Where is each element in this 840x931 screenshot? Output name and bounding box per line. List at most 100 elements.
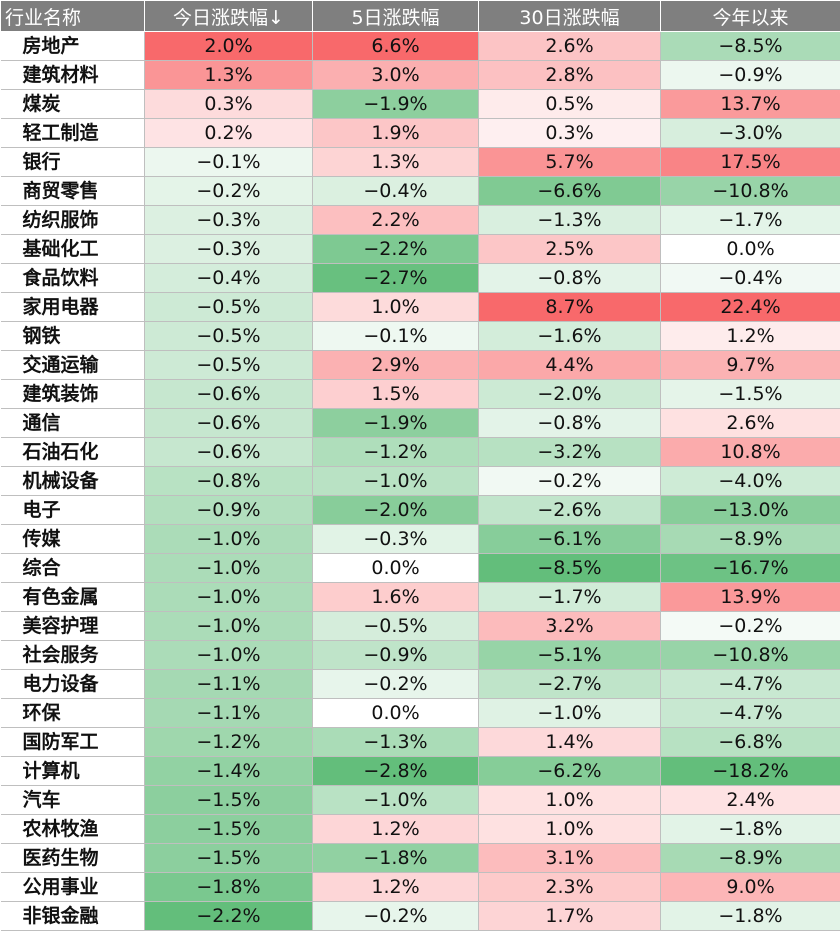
table-row: 美容护理−1.0%−0.5%3.2%−0.2% <box>1 612 840 641</box>
industry-name-cell: 非银金融 <box>1 902 145 931</box>
ytd-change-cell: −6.8% <box>661 728 840 757</box>
5day-change-cell: 1.2% <box>313 873 479 902</box>
5day-change-cell: −0.9% <box>313 641 479 670</box>
industry-name-cell: 建筑装饰 <box>1 380 145 409</box>
today-change-cell: −1.0% <box>145 554 313 583</box>
today-change-cell: −1.2% <box>145 728 313 757</box>
ytd-change-cell: 9.0% <box>661 873 840 902</box>
table-row: 社会服务−1.0%−0.9%−5.1%−10.8% <box>1 641 840 670</box>
5day-change-cell: 3.0% <box>313 61 479 90</box>
5day-change-cell: 0.0% <box>313 554 479 583</box>
table-row: 电力设备−1.1%−0.2%−2.7%−4.7% <box>1 670 840 699</box>
industry-name-cell: 汽车 <box>1 786 145 815</box>
5day-change-cell: −0.3% <box>313 525 479 554</box>
ytd-change-cell: −0.4% <box>661 264 840 293</box>
5day-change-cell: −1.8% <box>313 844 479 873</box>
today-change-cell: −1.5% <box>145 786 313 815</box>
ytd-change-cell: 22.4% <box>661 293 840 322</box>
table-row: 传媒−1.0%−0.3%−6.1%−8.9% <box>1 525 840 554</box>
30day-change-cell: 1.0% <box>479 815 661 844</box>
5day-change-cell: −0.2% <box>313 670 479 699</box>
industry-name-cell: 房地产 <box>1 32 145 61</box>
today-change-cell: −0.6% <box>145 380 313 409</box>
5day-change-cell: −0.5% <box>313 612 479 641</box>
ytd-change-cell: −4.7% <box>661 670 840 699</box>
ytd-change-cell: −0.2% <box>661 612 840 641</box>
today-change-cell: −1.1% <box>145 699 313 728</box>
30day-change-cell: 2.6% <box>479 32 661 61</box>
30day-change-cell: 4.4% <box>479 351 661 380</box>
industry-name-cell: 纺织服饰 <box>1 206 145 235</box>
30day-change-cell: −8.5% <box>479 554 661 583</box>
today-change-cell: −1.0% <box>145 583 313 612</box>
header-5day-change[interactable]: 5日涨跌幅 <box>313 1 479 32</box>
ytd-change-cell: −8.5% <box>661 32 840 61</box>
ytd-change-cell: −1.8% <box>661 815 840 844</box>
30day-change-cell: −0.8% <box>479 264 661 293</box>
30day-change-cell: −0.8% <box>479 409 661 438</box>
industry-name-cell: 建筑材料 <box>1 61 145 90</box>
industry-name-cell: 国防军工 <box>1 728 145 757</box>
table-row: 通信−0.6%−1.9%−0.8%2.6% <box>1 409 840 438</box>
ytd-change-cell: 13.9% <box>661 583 840 612</box>
30day-change-cell: −1.0% <box>479 699 661 728</box>
table-row: 银行−0.1%1.3%5.7%17.5% <box>1 148 840 177</box>
today-change-cell: −0.6% <box>145 438 313 467</box>
ytd-change-cell: −0.9% <box>661 61 840 90</box>
5day-change-cell: −2.2% <box>313 235 479 264</box>
header-today-change[interactable]: 今日涨跌幅↓ <box>145 1 313 32</box>
industry-name-cell: 交通运输 <box>1 351 145 380</box>
today-change-cell: 2.0% <box>145 32 313 61</box>
5day-change-cell: −1.3% <box>313 728 479 757</box>
table-row: 商贸零售−0.2%−0.4%−6.6%−10.8% <box>1 177 840 206</box>
30day-change-cell: −6.2% <box>479 757 661 786</box>
ytd-change-cell: −3.0% <box>661 119 840 148</box>
header-ytd-change[interactable]: 今年以来 <box>661 1 840 32</box>
today-change-cell: −0.2% <box>145 177 313 206</box>
30day-change-cell: 3.2% <box>479 612 661 641</box>
today-change-cell: −2.2% <box>145 902 313 931</box>
ytd-change-cell: 17.5% <box>661 148 840 177</box>
industry-name-cell: 食品饮料 <box>1 264 145 293</box>
today-change-cell: −0.6% <box>145 409 313 438</box>
industry-name-cell: 通信 <box>1 409 145 438</box>
5day-change-cell: −1.0% <box>313 467 479 496</box>
industry-name-cell: 电子 <box>1 496 145 525</box>
5day-change-cell: 2.9% <box>313 351 479 380</box>
30day-change-cell: 0.3% <box>479 119 661 148</box>
30day-change-cell: −2.6% <box>479 496 661 525</box>
today-change-cell: −0.9% <box>145 496 313 525</box>
industry-name-cell: 煤炭 <box>1 90 145 119</box>
30day-change-cell: −1.3% <box>479 206 661 235</box>
table-row: 食品饮料−0.4%−2.7%−0.8%−0.4% <box>1 264 840 293</box>
table-row: 医药生物−1.5%−1.8%3.1%−8.9% <box>1 844 840 873</box>
industry-name-cell: 公用事业 <box>1 873 145 902</box>
5day-change-cell: 6.6% <box>313 32 479 61</box>
ytd-change-cell: −1.8% <box>661 902 840 931</box>
today-change-cell: 1.3% <box>145 61 313 90</box>
table-row: 钢铁−0.5%−0.1%−1.6%1.2% <box>1 322 840 351</box>
ytd-change-cell: −10.8% <box>661 177 840 206</box>
industry-name-cell: 商贸零售 <box>1 177 145 206</box>
industry-name-cell: 综合 <box>1 554 145 583</box>
table-row: 纺织服饰−0.3%2.2%−1.3%−1.7% <box>1 206 840 235</box>
today-change-cell: −0.3% <box>145 206 313 235</box>
ytd-change-cell: −16.7% <box>661 554 840 583</box>
30day-change-cell: −6.1% <box>479 525 661 554</box>
table-row: 农林牧渔−1.5%1.2%1.0%−1.8% <box>1 815 840 844</box>
30day-change-cell: −2.0% <box>479 380 661 409</box>
header-30day-change[interactable]: 30日涨跌幅 <box>479 1 661 32</box>
5day-change-cell: 1.5% <box>313 380 479 409</box>
5day-change-cell: −0.2% <box>313 902 479 931</box>
today-change-cell: −1.4% <box>145 757 313 786</box>
table-row: 石油石化−0.6%−1.2%−3.2%10.8% <box>1 438 840 467</box>
industry-name-cell: 机械设备 <box>1 467 145 496</box>
30day-change-cell: −1.6% <box>479 322 661 351</box>
industry-name-cell: 美容护理 <box>1 612 145 641</box>
table-row: 电子−0.9%−2.0%−2.6%−13.0% <box>1 496 840 525</box>
industry-name-cell: 社会服务 <box>1 641 145 670</box>
today-change-cell: −0.3% <box>145 235 313 264</box>
table-row: 综合−1.0%0.0%−8.5%−16.7% <box>1 554 840 583</box>
